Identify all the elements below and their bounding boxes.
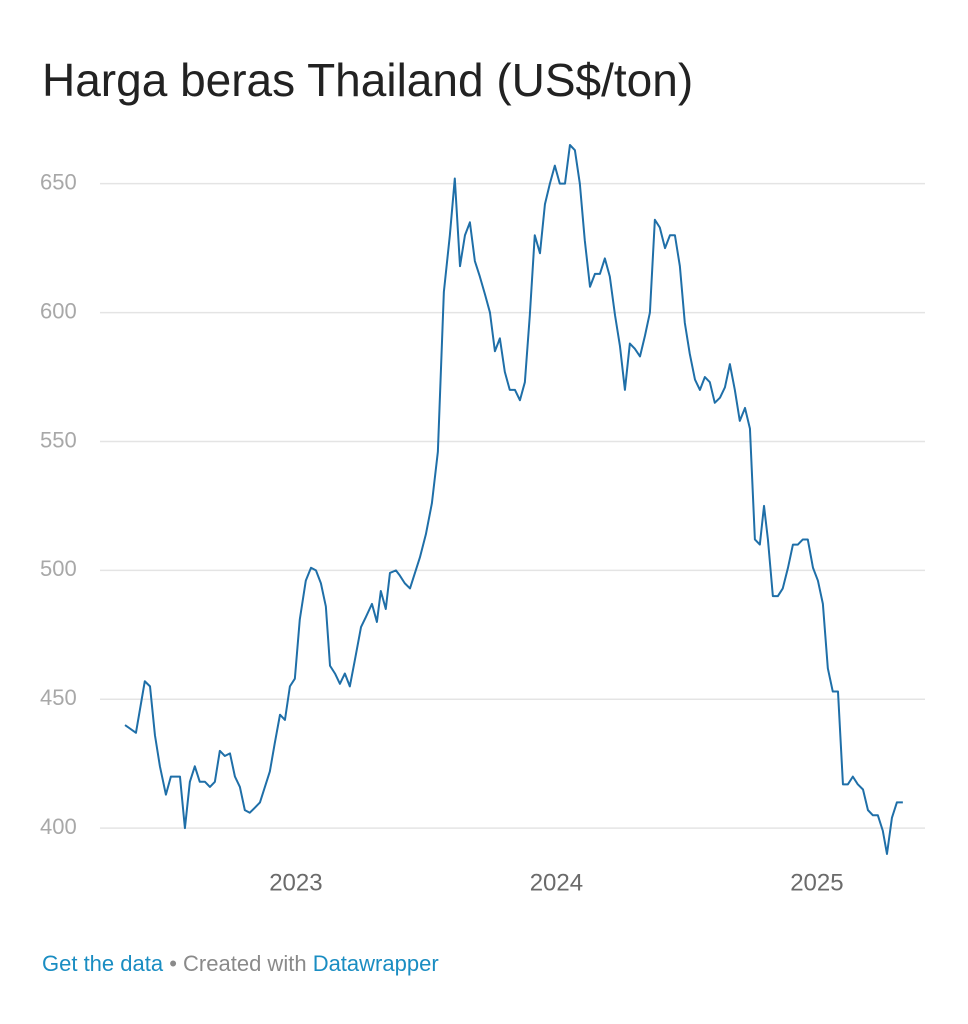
datawrapper-link[interactable]: Datawrapper [313, 951, 439, 976]
footer-separator: • [169, 951, 177, 976]
y-tick-label: 550 [40, 427, 77, 452]
y-tick-label: 450 [40, 685, 77, 710]
x-tick-label: 2023 [269, 869, 322, 896]
get-data-link[interactable]: Get the data [42, 951, 164, 976]
y-tick-label: 500 [40, 556, 77, 581]
x-tick-label: 2025 [790, 869, 843, 896]
y-tick-label: 650 [40, 169, 77, 194]
footer-credit: Created with [183, 951, 307, 976]
y-tick-label: 400 [40, 814, 77, 839]
footer: Get the data • Created with Datawrapper [42, 951, 439, 976]
chart-title: Harga beras Thailand (US$/ton) [42, 54, 693, 106]
y-tick-label: 600 [40, 298, 77, 323]
price-line [124, 144, 903, 855]
x-tick-label: 2024 [530, 869, 583, 896]
